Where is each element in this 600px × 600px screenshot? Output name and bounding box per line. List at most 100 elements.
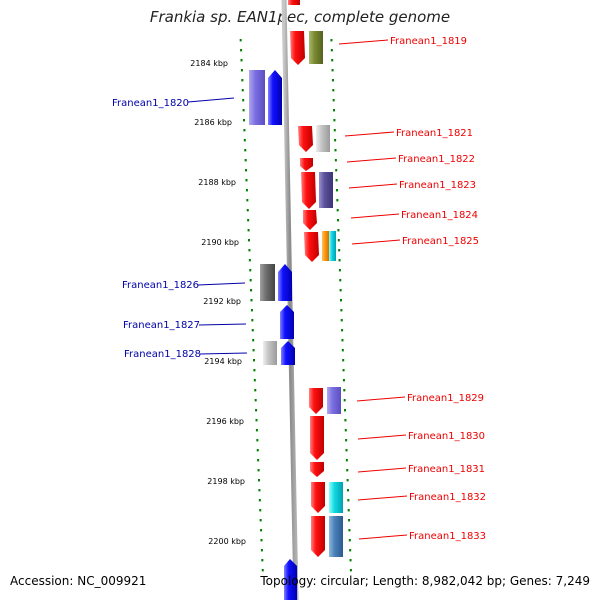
- minor-tick: [332, 89, 335, 92]
- minor-tick: [239, 39, 242, 42]
- gene-franean1-1833[interactable]: Franean1_1833: [311, 516, 486, 557]
- minor-tick: [240, 69, 243, 72]
- gene-franean1-1831[interactable]: Franean1_1831: [310, 462, 485, 477]
- minor-tick: [240, 59, 243, 62]
- gene-arrow: [281, 341, 295, 365]
- minor-tick: [247, 219, 250, 222]
- minor-tick: [334, 159, 337, 162]
- minor-tick: [260, 529, 263, 532]
- minor-tick: [255, 419, 258, 422]
- minor-tick: [243, 119, 245, 122]
- minor-tick: [257, 459, 260, 462]
- gene-franean1-1828[interactable]: Franean1_1828: [124, 341, 295, 365]
- minor-tick: [249, 279, 252, 282]
- gene-franean1-1821[interactable]: Franean1_1821: [298, 125, 473, 152]
- minor-tick: [258, 499, 261, 502]
- minor-tick: [347, 509, 350, 512]
- gene-label: Franean1_1830: [408, 431, 485, 442]
- gene-label: Franean1_1827: [123, 320, 200, 331]
- minor-tick: [340, 309, 343, 312]
- minor-tick: [254, 389, 257, 392]
- gene-label-leader: [358, 534, 408, 540]
- minor-tick: [250, 299, 253, 302]
- gene-label-leader: [344, 131, 395, 137]
- gene-arrow: [310, 462, 324, 477]
- minor-tick: [261, 569, 264, 572]
- gene-arrow: [278, 264, 292, 301]
- gene-franean1-1823[interactable]: Franean1_1823: [301, 172, 476, 209]
- scale-label: 2190 kbp: [201, 238, 239, 247]
- gene-label: Franean1_1829: [407, 393, 484, 404]
- gene-label: Franean1_1823: [399, 180, 476, 191]
- minor-tick: [248, 239, 250, 242]
- minor-tick: [341, 349, 344, 352]
- minor-tick: [339, 279, 342, 282]
- gene-arrow: [304, 232, 319, 262]
- gene-function-box: [329, 231, 336, 261]
- minor-tick: [241, 79, 244, 82]
- gene-franean1-1829[interactable]: Franean1_1829: [309, 387, 484, 414]
- gene-arrow: [300, 158, 313, 171]
- minor-tick: [344, 429, 347, 432]
- gene-franean1-1819[interactable]: Franean1_1819: [288, 0, 467, 65]
- topology-text: Topology: circular; Length: 8,982,042 bp…: [260, 574, 590, 588]
- gene-function-box: [319, 172, 333, 208]
- minor-tick: [344, 419, 347, 422]
- gene-function-box: [260, 264, 275, 301]
- minor-tick: [331, 59, 334, 62]
- minor-tick: [337, 229, 340, 232]
- gene-franean1-1825[interactable]: Franean1_1825: [304, 231, 479, 262]
- minor-tick: [348, 519, 351, 522]
- minor-tick: [335, 169, 338, 172]
- gene-label-leader: [350, 213, 400, 219]
- page-title: Frankia sp. EAN1pec, complete genome: [149, 8, 451, 26]
- gene-label-leader: [351, 239, 401, 245]
- minor-tick: [340, 299, 342, 302]
- minor-tick: [243, 139, 246, 142]
- minor-tick: [256, 439, 259, 442]
- gene-franean1-1830[interactable]: Franean1_1830: [310, 416, 485, 460]
- minor-tick: [348, 529, 351, 532]
- minor-tick: [335, 179, 338, 182]
- minor-tick: [249, 269, 252, 272]
- minor-tick: [341, 329, 344, 332]
- minor-tick: [333, 119, 336, 122]
- gene-label: Franean1_1820: [112, 98, 189, 109]
- scale-ticks-right: [330, 39, 352, 572]
- minor-tick: [252, 339, 255, 342]
- minor-tick: [349, 559, 352, 562]
- minor-tick: [345, 439, 348, 442]
- gene-franean1-1832[interactable]: Franean1_1832: [311, 482, 486, 513]
- minor-tick: [343, 389, 346, 392]
- minor-tick: [337, 239, 340, 242]
- gene-franean1-1822[interactable]: Franean1_1822: [300, 154, 475, 171]
- minor-tick: [252, 349, 255, 352]
- gene-franean1-1826[interactable]: Franean1_1826: [122, 264, 292, 301]
- minor-tick: [243, 129, 246, 132]
- minor-tick: [256, 449, 259, 452]
- minor-tick: [346, 479, 349, 482]
- gene-label: Franean1_1819: [390, 36, 467, 47]
- gene-franean1-1824[interactable]: Franean1_1824: [303, 210, 478, 230]
- gene-arrow: [280, 305, 294, 339]
- gene-franean1-1820[interactable]: Franean1_1820: [112, 70, 282, 125]
- minor-tick: [260, 539, 263, 542]
- gene-function-box: [329, 482, 343, 513]
- gene-label-leader: [198, 323, 247, 326]
- minor-tick: [253, 369, 256, 372]
- minor-tick: [245, 179, 248, 182]
- minor-tick: [334, 139, 337, 142]
- gene-label-leader: [199, 352, 248, 355]
- minor-tick: [330, 39, 333, 42]
- gene-label-leader: [357, 434, 407, 440]
- gene-label: Franean1_1824: [401, 210, 478, 221]
- minor-tick: [250, 289, 253, 292]
- minor-tick: [257, 469, 260, 472]
- minor-tick: [242, 109, 245, 112]
- minor-tick: [259, 509, 262, 512]
- gene-franean1-1827[interactable]: Franean1_1827: [123, 305, 294, 339]
- gene-function-box: [322, 231, 329, 261]
- minor-tick: [348, 539, 351, 542]
- minor-tick: [336, 199, 339, 202]
